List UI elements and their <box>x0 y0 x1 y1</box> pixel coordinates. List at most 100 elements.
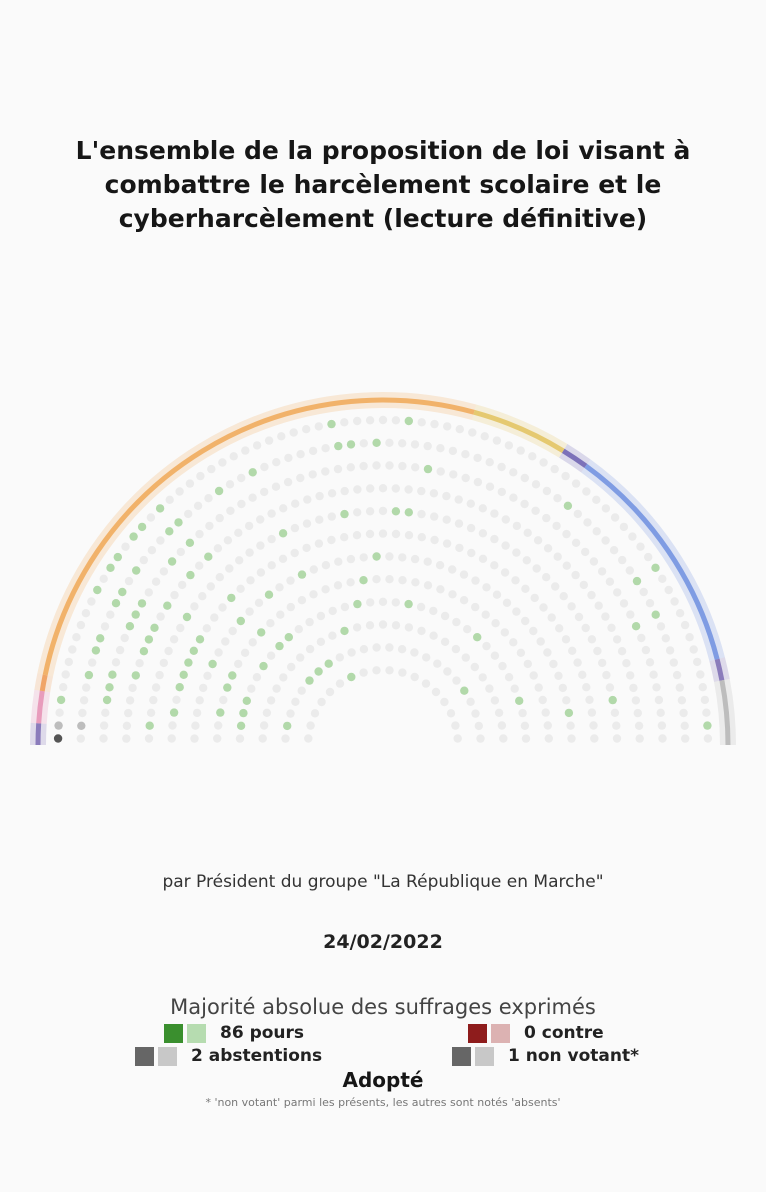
seat-absent <box>353 416 362 426</box>
legend-pour-light-swatch <box>187 1023 206 1043</box>
seat-absent <box>165 495 174 504</box>
seat-absent <box>531 480 541 489</box>
seat-absent <box>583 518 592 527</box>
seat-absent <box>215 573 224 582</box>
seat-absent <box>366 484 375 493</box>
seat-absent <box>124 576 134 586</box>
seat-absent <box>442 491 451 501</box>
group-arc-1 <box>36 690 45 724</box>
seat-absent <box>628 532 637 541</box>
seat-absent <box>498 661 507 671</box>
seat-absent <box>470 662 479 672</box>
seat-absent <box>391 484 400 493</box>
seat-absent <box>305 617 314 627</box>
seat-absent <box>645 599 655 608</box>
seat-absent <box>455 425 464 434</box>
seat-absent <box>533 536 543 545</box>
seat-absent <box>430 512 439 521</box>
seat-absent <box>520 473 529 483</box>
seat-pour <box>132 566 141 575</box>
seat-absent <box>359 553 368 562</box>
legend-abstention-dark-swatch <box>135 1046 154 1066</box>
seat-absent <box>649 670 658 679</box>
seat-absent <box>480 432 489 441</box>
seat-absent <box>461 450 470 459</box>
seat-absent <box>530 593 539 603</box>
seat-absent <box>549 659 558 669</box>
seat-absent <box>466 523 476 533</box>
seat-pour <box>515 696 524 705</box>
seat-absent <box>516 648 526 657</box>
seat-absent <box>613 588 622 597</box>
seat-absent <box>567 734 576 743</box>
seat-absent <box>443 667 452 676</box>
seat-pour <box>131 610 140 619</box>
seat-absent <box>310 709 320 718</box>
seat-absent <box>510 684 519 693</box>
seat-absent <box>529 671 538 680</box>
seat-absent <box>547 613 556 622</box>
seat-absent <box>656 708 665 717</box>
seat-absent <box>446 709 456 718</box>
seat-absent <box>476 734 485 743</box>
seat-absent <box>259 721 269 730</box>
seat-absent <box>170 590 179 600</box>
seat-absent <box>207 464 216 474</box>
legend-contre-dark-swatch <box>468 1023 487 1043</box>
seat-pour <box>404 416 413 426</box>
seat-absent <box>491 619 500 628</box>
seat-absent <box>467 548 476 558</box>
seat-absent <box>542 513 551 523</box>
seat-absent <box>184 509 193 519</box>
seat-absent <box>397 645 407 654</box>
seat-absent <box>237 499 246 509</box>
seat-absent <box>490 509 499 518</box>
seat-absent <box>198 592 207 601</box>
seat-absent <box>607 623 616 632</box>
seat-absent <box>429 606 438 616</box>
seat-pour <box>236 616 245 626</box>
seat-pour <box>204 552 213 561</box>
seat-absent <box>82 683 91 692</box>
seat-absent <box>340 533 349 542</box>
seat-absent <box>256 568 266 577</box>
seat-non-votant <box>53 734 63 743</box>
seat-absent <box>440 611 450 621</box>
seat-pour <box>473 633 482 642</box>
seat-absent <box>571 570 580 580</box>
seat-absent <box>347 648 356 657</box>
seat-absent <box>267 561 276 570</box>
seat-absent <box>501 515 510 524</box>
seat-absent <box>391 598 400 607</box>
seat-pour <box>275 641 284 651</box>
seat-absent <box>156 536 165 545</box>
seat-pour <box>145 721 154 730</box>
seat-absent <box>228 626 237 636</box>
seat-absent <box>352 623 362 632</box>
seat-absent <box>601 536 610 545</box>
seat-pour <box>242 696 251 705</box>
vote-result: Adopté <box>342 1068 424 1092</box>
seat-absent <box>492 436 502 445</box>
seat-absent <box>430 535 439 545</box>
seat-absent <box>167 734 176 743</box>
seat-pour <box>150 623 159 632</box>
seat-absent <box>385 438 394 447</box>
seat-absent <box>554 671 563 680</box>
seat-absent <box>542 573 551 582</box>
seat-pour <box>564 708 574 718</box>
seat-absent <box>316 611 326 621</box>
seat-absent <box>641 645 651 655</box>
seat-absent <box>617 647 627 656</box>
seat-absent <box>478 529 488 538</box>
seat-absent <box>378 506 388 516</box>
seat-pour <box>391 507 401 516</box>
seat-pour <box>174 518 183 527</box>
seat-absent <box>144 734 154 743</box>
seat-absent <box>135 659 144 668</box>
seat-absent <box>144 588 153 597</box>
seat-absent <box>598 658 607 668</box>
seat-absent <box>262 708 272 717</box>
seat-absent <box>281 734 290 743</box>
seat-absent <box>333 581 343 590</box>
